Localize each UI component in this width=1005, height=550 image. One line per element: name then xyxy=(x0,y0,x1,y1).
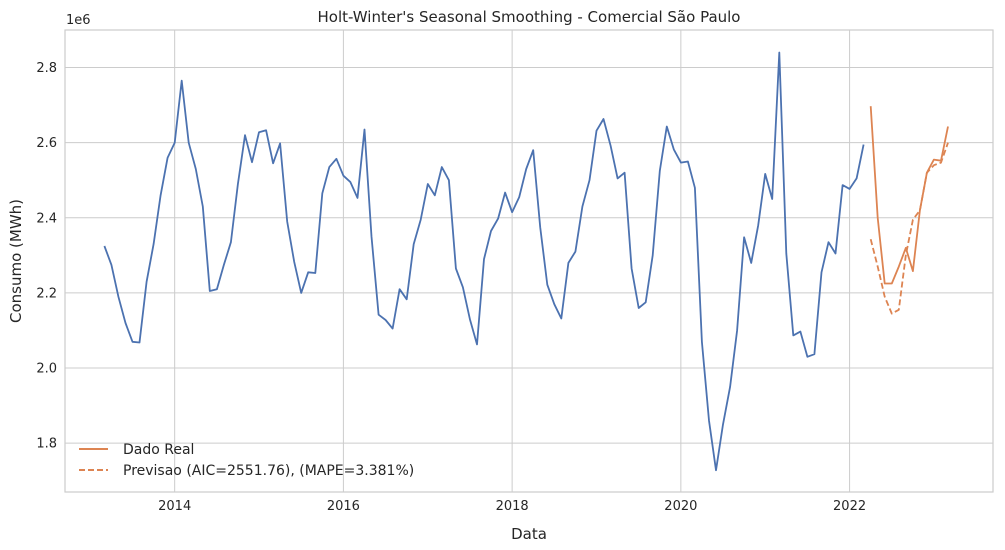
grid-lines xyxy=(65,30,993,492)
y-tick-label: 2.6 xyxy=(36,136,57,151)
forecast-series-line xyxy=(869,142,949,315)
y-tick-labels: 1.8 2.0 2.2 2.4 2.6 2.8 xyxy=(36,61,57,452)
x-axis-label: Data xyxy=(511,525,547,543)
series-lines xyxy=(103,51,949,472)
actual-series-line xyxy=(869,106,949,285)
plot-frame xyxy=(64,29,994,493)
legend: Dado Real Previsao (AIC=2551.76), (MAPE=… xyxy=(79,442,414,479)
x-tick-label: 2020 xyxy=(664,499,697,514)
legend-label-dado-real: Dado Real xyxy=(123,442,194,458)
y-tick-label: 2.2 xyxy=(36,286,57,301)
history-series-line xyxy=(103,51,865,472)
chart-title: Holt-Winter's Seasonal Smoothing - Comer… xyxy=(317,8,740,26)
x-tick-label: 2022 xyxy=(833,499,866,514)
y-offset-text: 1e6 xyxy=(66,13,91,28)
y-tick-label: 2.8 xyxy=(36,61,57,76)
y-tick-label: 2.4 xyxy=(36,211,57,226)
x-tick-label: 2014 xyxy=(158,499,191,514)
legend-label-previsao: Previsao (AIC=2551.76), (MAPE=3.381%) xyxy=(123,463,414,479)
y-tick-label: 2.0 xyxy=(36,362,57,377)
x-tick-label: 2016 xyxy=(327,499,360,514)
x-tick-label: 2018 xyxy=(496,499,529,514)
x-tick-labels: 2014 2016 2018 2020 2022 xyxy=(158,499,866,514)
y-tick-label: 1.8 xyxy=(36,437,57,452)
y-axis-label: Consumo (MWh) xyxy=(7,199,25,323)
